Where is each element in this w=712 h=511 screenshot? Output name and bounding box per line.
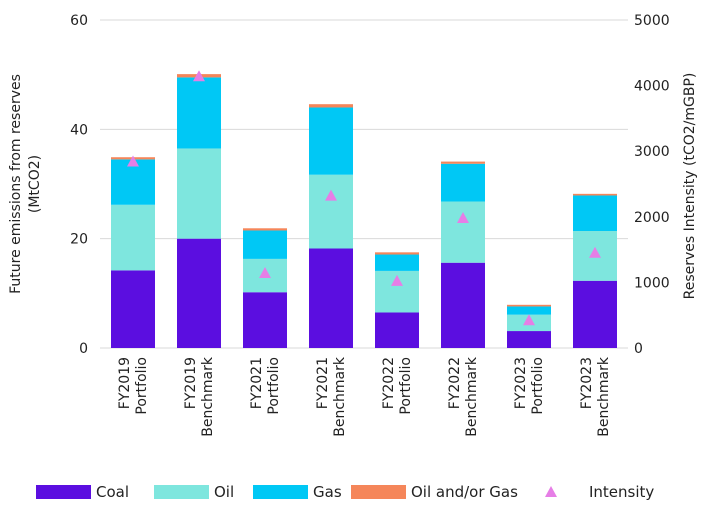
x-tick-label: Portfolio bbox=[530, 357, 546, 415]
y-axis-right: 0 1000 2000 3000 4000 5000 bbox=[634, 13, 670, 357]
bar-segment-gas bbox=[309, 107, 353, 175]
bar-segment-gas bbox=[573, 195, 617, 232]
bar-segment-oil bbox=[441, 201, 485, 263]
bar-segment-oil bbox=[111, 204, 155, 271]
x-tick-label: Benchmark bbox=[332, 356, 348, 437]
x-tick-label: Portfolio bbox=[266, 357, 282, 415]
bar-segment-oil-and-or-gas bbox=[375, 252, 419, 255]
x-tick-label: Benchmark bbox=[464, 356, 480, 437]
y-tick-label: 40 bbox=[70, 122, 88, 138]
y-axis-title: (MtCO2) bbox=[27, 155, 43, 213]
legend-label: Oil and/or Gas bbox=[411, 483, 518, 501]
bar-segment-coal bbox=[507, 331, 551, 348]
bar-segment-gas bbox=[441, 163, 485, 202]
intensity-marker bbox=[127, 155, 139, 167]
y-tick-label: 20 bbox=[70, 232, 88, 248]
x-tick-label: FY2021 bbox=[249, 357, 265, 409]
bar-segment-coal bbox=[441, 262, 485, 348]
bar-segment-gas bbox=[375, 254, 419, 271]
y-axis-title: Future emissions from reserves bbox=[8, 74, 24, 294]
x-tick-label: FY2019 bbox=[117, 357, 133, 409]
legend: Coal Oil Gas Oil and/or Gas Intensity bbox=[36, 483, 654, 501]
bar-segment-oil bbox=[177, 148, 221, 239]
bar-segment-coal bbox=[573, 280, 617, 348]
intensity-marker bbox=[457, 211, 469, 223]
intensity-marker bbox=[391, 274, 403, 286]
bar-segment-coal bbox=[111, 270, 155, 348]
y2-axis-title: Reserves Intensity (tCO2/mGBP) bbox=[682, 73, 698, 300]
y-tick-label: 60 bbox=[70, 13, 88, 29]
x-tick-label: FY2023 bbox=[579, 357, 595, 409]
y-axis-left: 0 20 40 60 bbox=[70, 13, 88, 357]
x-tick-label: Benchmark bbox=[200, 356, 216, 437]
y-axis-label-left: Future emissions from reserves (MtCO2) bbox=[8, 74, 43, 294]
x-axis: FY2019 Portfolio FY2019 Benchmark FY2021 Port… bbox=[117, 356, 612, 437]
x-tick-label: FY2019 bbox=[183, 357, 199, 409]
bar-segment-oil bbox=[309, 174, 353, 249]
y2-tick-label: 3000 bbox=[634, 144, 670, 160]
bar-segment-gas bbox=[243, 230, 287, 259]
legend-swatch bbox=[253, 485, 308, 499]
y2-tick-label: 2000 bbox=[634, 210, 670, 226]
x-tick-label: FY2021 bbox=[315, 357, 331, 409]
bar-segment-oil-and-or-gas bbox=[507, 304, 551, 307]
bar-segment-coal bbox=[177, 238, 221, 348]
bar-segment-gas bbox=[111, 159, 155, 205]
y2-tick-label: 4000 bbox=[634, 79, 670, 95]
y2-tick-label: 1000 bbox=[634, 275, 670, 291]
legend-label: Intensity bbox=[589, 483, 654, 501]
x-tick-label: FY2022 bbox=[447, 357, 463, 409]
x-tick-label: Portfolio bbox=[134, 357, 150, 415]
legend-swatch bbox=[36, 485, 91, 499]
intensity-markers-layer bbox=[127, 70, 601, 326]
legend-swatch bbox=[154, 485, 209, 499]
legend-triangle-marker bbox=[545, 486, 557, 497]
bar-segment-coal bbox=[375, 312, 419, 348]
bar-segment-coal bbox=[309, 248, 353, 348]
bar-segment-gas bbox=[507, 306, 551, 315]
bar-segment-oil-and-or-gas bbox=[573, 193, 617, 196]
bar-segment-oil-and-or-gas bbox=[243, 228, 287, 231]
y-tick-label: 0 bbox=[79, 341, 88, 357]
bar-segment-oil-and-or-gas bbox=[441, 161, 485, 164]
y2-tick-label: 0 bbox=[634, 341, 643, 357]
y2-tick-label: 5000 bbox=[634, 13, 670, 29]
y-axis-label-right: Reserves Intensity (tCO2/mGBP) bbox=[682, 73, 698, 300]
x-tick-label: Portfolio bbox=[398, 357, 414, 415]
intensity-marker bbox=[523, 314, 535, 326]
x-tick-label: Benchmark bbox=[596, 356, 612, 437]
legend-label: Gas bbox=[313, 483, 342, 501]
intensity-marker bbox=[193, 70, 205, 82]
bars-layer bbox=[111, 74, 617, 348]
x-tick-label: FY2023 bbox=[513, 357, 529, 409]
intensity-marker bbox=[589, 246, 601, 258]
intensity-marker bbox=[259, 267, 271, 279]
bar-segment-gas bbox=[177, 77, 221, 149]
legend-label: Oil bbox=[214, 483, 234, 501]
legend-swatch bbox=[351, 485, 406, 499]
bar-segment-oil-and-or-gas bbox=[309, 104, 353, 108]
intensity-marker bbox=[325, 189, 337, 201]
bar-segment-coal bbox=[243, 292, 287, 348]
legend-label: Coal bbox=[96, 483, 129, 501]
x-tick-label: FY2022 bbox=[381, 357, 397, 409]
